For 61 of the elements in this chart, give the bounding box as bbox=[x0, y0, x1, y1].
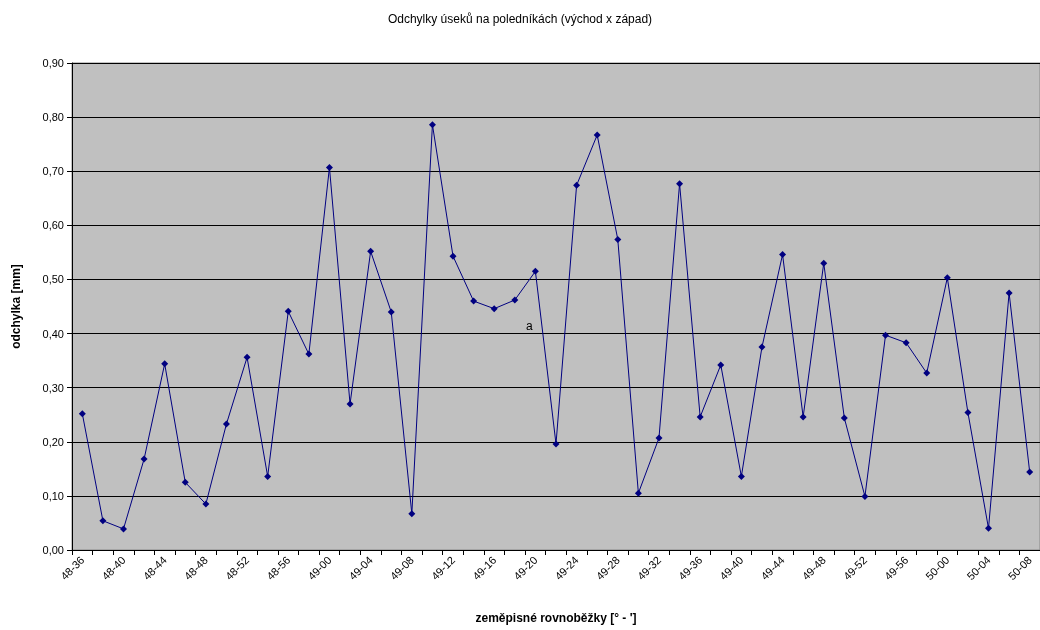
chart-title: Odchylky úseků na poledníkách (východ x západ) bbox=[387, 12, 653, 26]
point bbox=[552, 440, 560, 448]
point bbox=[717, 361, 725, 369]
y-axis-title: odchylka [mm] bbox=[9, 264, 23, 349]
point bbox=[799, 413, 807, 421]
point bbox=[923, 369, 931, 377]
point bbox=[943, 274, 951, 282]
point bbox=[346, 400, 354, 408]
point bbox=[202, 500, 210, 508]
point bbox=[78, 410, 86, 418]
y-tick-label: 0,30 bbox=[42, 381, 64, 394]
point bbox=[119, 525, 127, 533]
point bbox=[181, 478, 189, 486]
y-tick-label: 0,70 bbox=[42, 165, 64, 178]
point bbox=[593, 131, 601, 139]
point bbox=[902, 339, 910, 347]
point bbox=[428, 121, 436, 129]
point bbox=[161, 360, 169, 368]
point bbox=[779, 251, 787, 259]
point bbox=[243, 353, 251, 361]
point bbox=[696, 413, 704, 421]
point bbox=[758, 343, 766, 351]
point bbox=[655, 434, 663, 442]
point bbox=[531, 267, 539, 275]
x-axis-title: zeměpisné rovnoběžky [° - '] bbox=[475, 611, 637, 625]
point bbox=[882, 331, 890, 339]
point bbox=[737, 472, 745, 480]
point bbox=[387, 308, 395, 316]
point bbox=[222, 420, 230, 428]
y-tick-label: 0,90 bbox=[42, 57, 64, 69]
point bbox=[140, 455, 148, 463]
point bbox=[1005, 289, 1013, 297]
y-tick-label: 0,80 bbox=[42, 111, 64, 124]
point bbox=[490, 305, 498, 313]
point bbox=[408, 510, 416, 518]
point bbox=[99, 517, 107, 525]
point bbox=[470, 297, 478, 305]
point bbox=[820, 259, 828, 267]
y-tick-label: 0,10 bbox=[42, 489, 64, 502]
y-tick-label: 0,20 bbox=[42, 435, 64, 448]
point bbox=[511, 296, 519, 304]
point bbox=[676, 180, 684, 188]
point bbox=[449, 252, 457, 260]
point bbox=[264, 472, 272, 480]
point bbox=[861, 492, 869, 500]
annotation: a bbox=[526, 319, 533, 333]
point bbox=[573, 181, 581, 189]
point bbox=[284, 307, 292, 315]
y-tick-label: 0,50 bbox=[42, 273, 64, 286]
point bbox=[985, 524, 993, 532]
point bbox=[634, 489, 642, 497]
point bbox=[840, 414, 848, 422]
y-tick-label: 0,00 bbox=[42, 544, 64, 556]
point bbox=[325, 163, 333, 171]
point bbox=[614, 235, 622, 243]
y-tick-label: 0,60 bbox=[42, 219, 64, 232]
point bbox=[305, 350, 313, 358]
point bbox=[964, 409, 972, 417]
point bbox=[367, 247, 375, 255]
point bbox=[1026, 468, 1034, 476]
y-tick-label: 0,40 bbox=[42, 327, 64, 340]
